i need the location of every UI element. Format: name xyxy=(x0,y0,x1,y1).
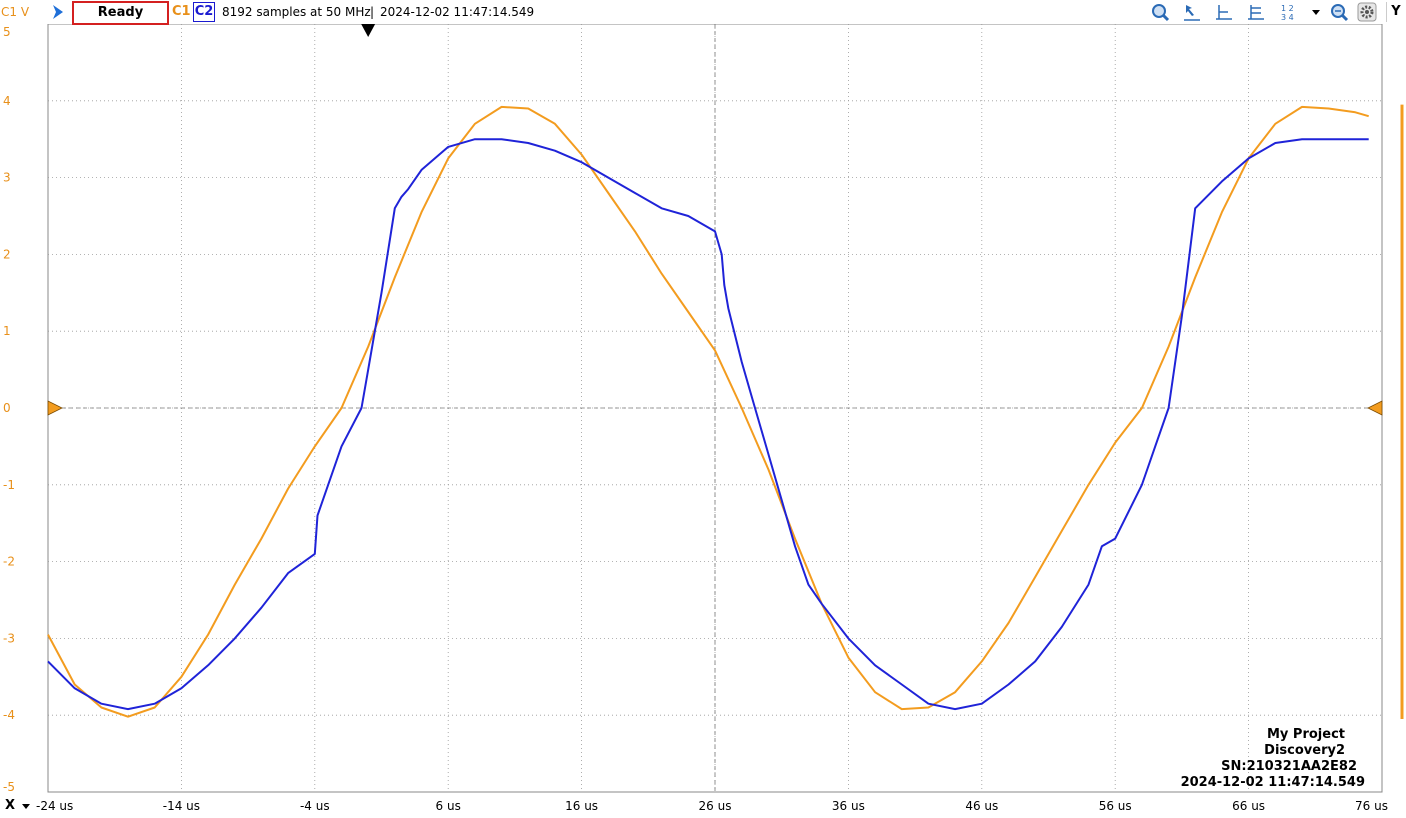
svg-text:1 2: 1 2 xyxy=(1281,4,1294,13)
y-tick-label: 3 xyxy=(3,171,11,185)
channel-axis-label: C1 V xyxy=(1,5,30,19)
y-axis-button[interactable]: Y xyxy=(1386,2,1405,22)
cursor-hh-icon[interactable] xyxy=(1246,2,1266,22)
cursor-arrow-icon[interactable] xyxy=(1182,2,1202,22)
y-tick-label: -3 xyxy=(3,631,15,645)
plot-grid xyxy=(47,23,1383,793)
trigger-level-marker[interactable] xyxy=(1367,400,1383,416)
x-tick-label: 6 us xyxy=(436,799,461,813)
info-timestamp: 2024-12-02 11:47:14.549 xyxy=(1181,775,1365,790)
series-c2-line xyxy=(47,138,1369,711)
x-tick-label: -4 us xyxy=(300,799,330,813)
trigger-position-marker[interactable] xyxy=(361,24,376,37)
y-tick-label: -5 xyxy=(3,780,15,794)
y-tick-label: 0 xyxy=(3,401,11,415)
zoom-icon[interactable] xyxy=(1150,2,1170,22)
x-axis-button-label: X xyxy=(5,798,16,813)
y-tick-label: -4 xyxy=(3,708,15,722)
samples-info: 8192 samples at 50 MHz xyxy=(222,5,371,19)
y-tick-label: 4 xyxy=(3,94,11,108)
cursor-h-icon[interactable] xyxy=(1214,2,1234,22)
info-serial: SN:210321AA2E82 xyxy=(1221,759,1357,774)
info-project: My Project xyxy=(1267,727,1345,742)
x-tick-label: 76 us xyxy=(1355,799,1388,813)
y-tick-label: 5 xyxy=(3,25,11,39)
y-tick-label: -1 xyxy=(3,478,15,492)
x-tick-label: 66 us xyxy=(1232,799,1265,813)
y-tick-label: -2 xyxy=(3,555,15,569)
x-tick-label: -14 us xyxy=(163,799,200,813)
x-tick-label: 46 us xyxy=(965,799,998,813)
info-box: My Project Discovery2 SN:210321AA2E82 20… xyxy=(1181,727,1365,790)
y-tick-label: 2 xyxy=(3,247,11,261)
capture-timestamp: 2024-12-02 11:47:14.549 xyxy=(380,5,535,19)
layout-1234-icon[interactable]: 1 2 3 4 xyxy=(1278,2,1298,22)
trigger-markers[interactable] xyxy=(47,24,1404,720)
x-tick-label: 16 us xyxy=(565,799,598,813)
x-axis-button[interactable]: X xyxy=(1,796,35,816)
top-toolbar: C1 V Ready C1 C2 8192 samples at 50 MHz … xyxy=(0,0,1406,25)
x-tick-label: -24 us xyxy=(36,799,73,813)
info-device: Discovery2 xyxy=(1264,743,1345,758)
x-tick-label: 36 us xyxy=(832,799,865,813)
y-axis-ticks: 5 4 3 2 1 0 -1 -2 -3 -4 -5 xyxy=(3,25,15,794)
svg-text:3 4: 3 4 xyxy=(1281,13,1294,22)
series-c1-line xyxy=(47,105,1369,718)
dropdown-icon[interactable] xyxy=(1311,6,1321,18)
x-tick-label: 26 us xyxy=(699,799,732,813)
status-badge[interactable]: Ready xyxy=(72,1,169,25)
x-axis-ticks: -24 us -14 us -4 us 6 us 16 us 26 us 36 us 46 u… xyxy=(36,799,1388,813)
channel1-toggle[interactable]: C1 xyxy=(172,4,191,19)
channel2-toggle[interactable]: C2 xyxy=(193,2,215,22)
x-dropdown-icon xyxy=(22,804,30,809)
settings-gear-icon[interactable] xyxy=(1357,2,1377,22)
separator: | xyxy=(370,5,375,19)
y-tick-label: 1 xyxy=(3,324,11,338)
c1-offset-marker[interactable] xyxy=(47,400,63,416)
zoom-out-icon[interactable] xyxy=(1329,2,1349,22)
x-tick-label: 56 us xyxy=(1099,799,1132,813)
run-arrow-icon[interactable] xyxy=(50,3,66,21)
waveform-series xyxy=(47,105,1369,718)
